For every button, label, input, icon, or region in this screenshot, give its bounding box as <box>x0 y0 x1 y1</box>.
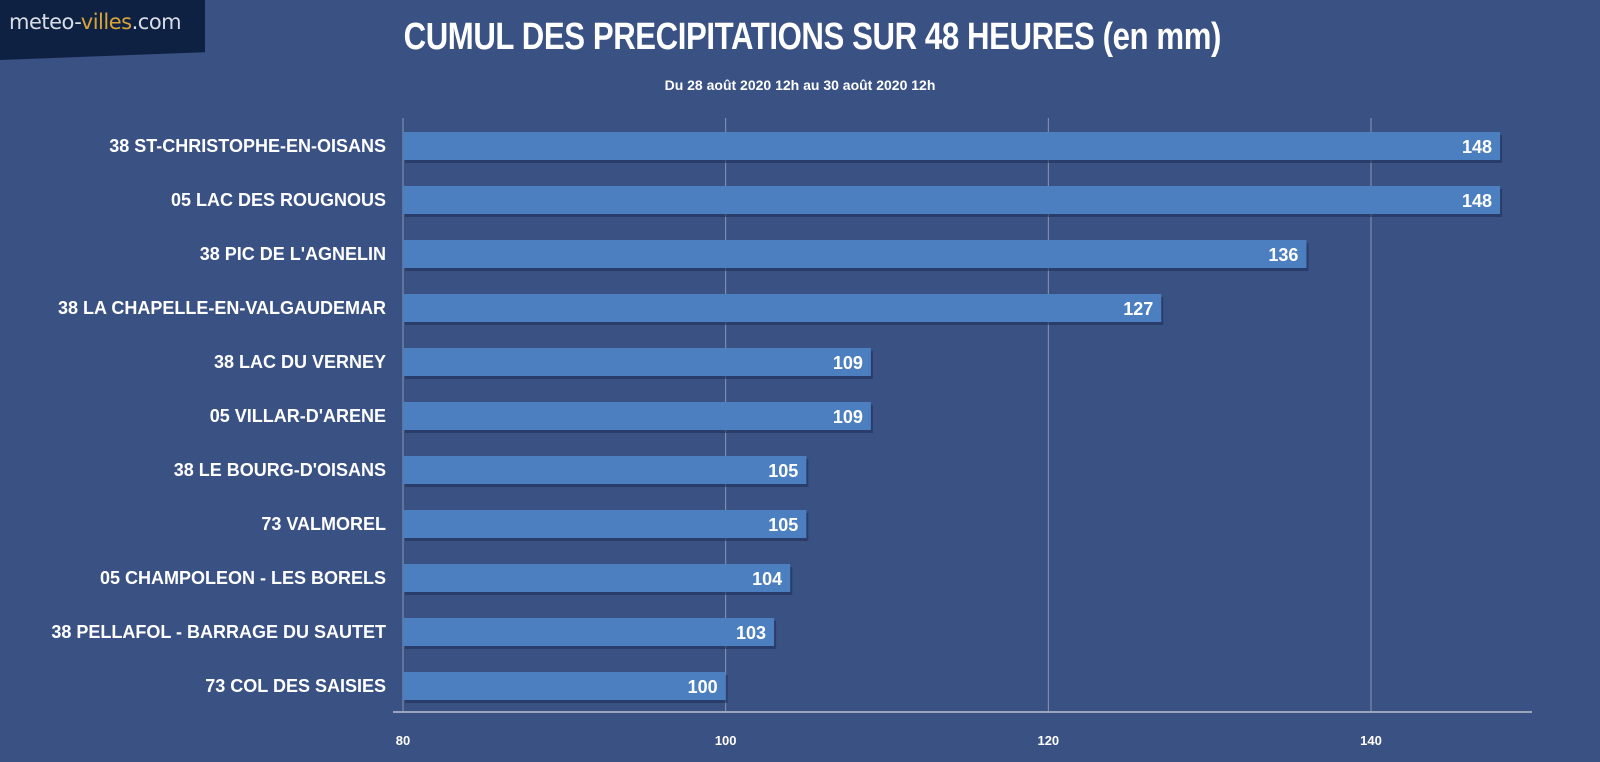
category-label: 73 VALMOREL <box>261 514 386 534</box>
data-label: 109 <box>833 407 863 427</box>
data-label: 104 <box>752 569 782 589</box>
bar <box>403 564 791 592</box>
bar <box>403 294 1162 322</box>
x-tick-label: 100 <box>715 733 737 748</box>
category-label: 38 ST-CHRISTOPHE-EN-OISANS <box>109 136 386 156</box>
chart-subtitle: Du 28 août 2020 12h au 30 août 2020 12h <box>664 77 936 93</box>
bar <box>403 456 807 484</box>
bar <box>403 240 1307 268</box>
category-label: 05 LAC DES ROUGNOUS <box>171 190 386 210</box>
category-label: 05 CHAMPOLEON - LES BORELS <box>100 568 386 588</box>
data-label: 109 <box>833 353 863 373</box>
category-label: 38 PELLAFOL - BARRAGE DU SAUTET <box>51 622 386 642</box>
data-label: 136 <box>1268 245 1298 265</box>
logo-text-1: meteo- <box>9 10 81 34</box>
category-label: 05 VILLAR-D'ARENE <box>210 406 386 426</box>
category-label: 38 LAC DU VERNEY <box>214 352 386 372</box>
bar <box>403 348 871 376</box>
x-tick-label: 120 <box>1037 733 1059 748</box>
data-label: 105 <box>768 461 798 481</box>
x-tick-label: 140 <box>1360 733 1382 748</box>
bar <box>403 402 871 430</box>
bar <box>403 132 1501 160</box>
bar <box>403 510 807 538</box>
category-label: 38 LA CHAPELLE-EN-VALGAUDEMAR <box>58 298 386 318</box>
data-label: 100 <box>688 677 718 697</box>
bar <box>403 672 726 700</box>
data-label: 148 <box>1462 137 1492 157</box>
logo-text-2: villes <box>80 10 132 34</box>
data-label: 148 <box>1462 191 1492 211</box>
meteo-villes-logo: meteo-villes.com <box>0 0 205 60</box>
data-label: 127 <box>1123 299 1153 319</box>
category-label: 38 LE BOURG-D'OISANS <box>174 460 386 480</box>
category-label: 38 PIC DE L'AGNELIN <box>200 244 386 264</box>
chart-title: CUMUL DES PRECIPITATIONS SUR 48 HEURES (… <box>403 16 1222 58</box>
bar <box>403 186 1501 214</box>
data-label: 105 <box>768 515 798 535</box>
category-label: 73 COL DES SAISIES <box>205 676 386 696</box>
data-label: 103 <box>736 623 766 643</box>
x-tick-label: 80 <box>396 733 410 748</box>
bar <box>403 618 775 646</box>
logo-text-3: .com <box>131 10 182 34</box>
